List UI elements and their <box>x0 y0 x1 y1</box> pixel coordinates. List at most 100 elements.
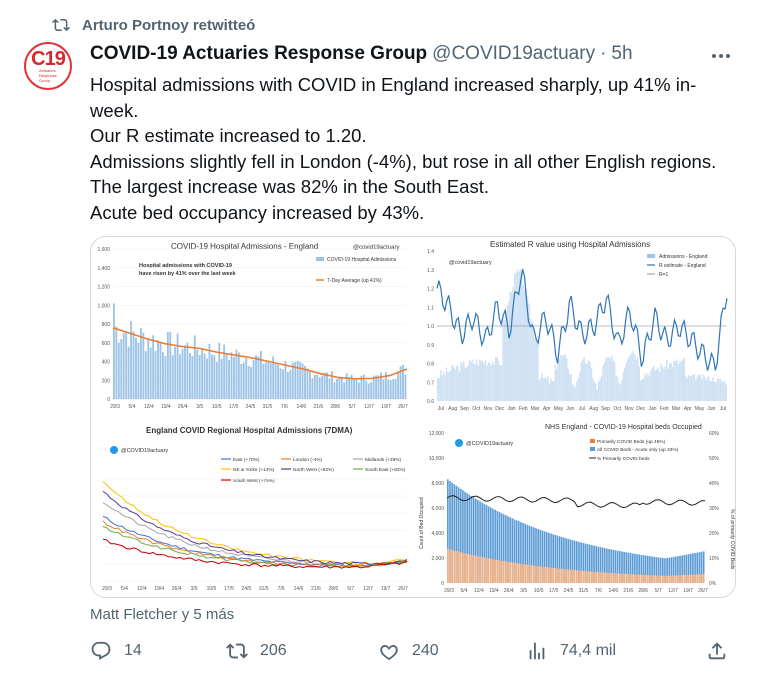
bar <box>179 354 181 399</box>
bar-all <box>535 528 537 583</box>
bar-all <box>614 550 617 583</box>
bar-primary <box>674 575 677 583</box>
retweet-indicator[interactable]: Arturo Portnoy retwitteó <box>52 16 255 34</box>
legend-entry: Midlands (+39%) <box>365 457 402 463</box>
bar-primary <box>578 570 580 583</box>
bar <box>162 352 164 399</box>
admission-bar <box>548 383 551 401</box>
bar-primary <box>631 574 634 583</box>
bar-primary <box>642 574 645 583</box>
admission-bar <box>632 351 635 401</box>
more-options-icon[interactable] <box>712 48 732 64</box>
chart-beds-occupied[interactable]: @COVID19actuary NHS England - COVID-19 H… <box>415 419 735 597</box>
chart-regional-admissions[interactable]: England COVID Regional Hospital Admissio… <box>91 419 412 597</box>
like-button[interactable]: 240 <box>378 640 439 662</box>
bar-primary <box>500 560 503 583</box>
bar <box>382 379 385 399</box>
admission-bar <box>647 372 649 401</box>
tweet-timestamp[interactable]: 5h <box>611 43 633 64</box>
tagged-users[interactable]: Matt Fletcher y 5 más <box>90 606 235 623</box>
bar-primary <box>659 575 662 583</box>
avatar[interactable]: C19 Actuaries Response Group <box>24 42 72 90</box>
bar <box>176 333 179 399</box>
author-name[interactable]: COVID-19 Actuaries Response Group <box>90 43 428 64</box>
x-tick-label: 26/7 <box>398 404 408 410</box>
bar-primary <box>487 558 490 583</box>
admission-bar <box>466 366 468 401</box>
analytics-icon <box>529 642 545 660</box>
bar-all <box>595 546 597 583</box>
series-line <box>102 502 408 567</box>
admission-bar <box>560 354 562 401</box>
bar-all <box>601 547 604 583</box>
bar-primary <box>634 574 636 583</box>
x-tick-label: 19/7 <box>381 404 391 410</box>
bar-all <box>646 555 649 583</box>
bar <box>117 342 120 399</box>
bar-all <box>485 505 488 583</box>
bar-all <box>582 542 585 583</box>
admission-bar <box>638 366 640 401</box>
admission-bar <box>661 366 664 401</box>
author-handle[interactable]: @COVID19actuary <box>432 43 596 64</box>
admission-bar <box>545 378 548 401</box>
bar-primary <box>668 575 671 583</box>
bar <box>272 356 275 399</box>
share-button[interactable] <box>706 640 728 662</box>
admission-bar <box>658 371 661 401</box>
legend-entry: R=1 <box>659 272 669 278</box>
bar-all <box>556 535 559 583</box>
bar-primary <box>636 574 638 583</box>
admission-bar <box>597 381 600 401</box>
bar-primary <box>541 566 544 583</box>
admission-bar <box>441 375 443 401</box>
x-tick-label: 26/4 <box>504 588 514 594</box>
bar-primary <box>535 565 537 583</box>
bar-all <box>634 553 636 583</box>
reply-button[interactable]: 14 <box>90 640 142 662</box>
bar-all <box>657 557 660 583</box>
chart-r-estimate[interactable]: Estimated R value using Hospital Admissi… <box>415 237 735 417</box>
admission-bar <box>519 269 522 401</box>
x-tick-label: 12/4 <box>474 588 484 594</box>
bar-all <box>490 507 492 583</box>
x-tick-label: 7/6 <box>278 586 285 592</box>
retweet-button[interactable]: 206 <box>226 640 287 662</box>
reply-icon <box>91 641 111 660</box>
admission-bar <box>667 368 669 401</box>
x-tick-label: 10/5 <box>207 586 217 592</box>
y-tick-label: 0.8 <box>427 362 434 368</box>
bar-primary <box>621 573 623 583</box>
media-grid[interactable]: COVID-19 Hospital Admissions - England @… <box>90 236 736 598</box>
bar-all <box>487 506 490 583</box>
bar-primary <box>449 549 451 583</box>
chart-hospital-admissions[interactable]: COVID-19 Hospital Admissions - England @… <box>91 237 412 417</box>
admission-bar <box>480 361 482 401</box>
bar-primary <box>511 562 514 583</box>
admission-bar <box>484 360 487 401</box>
admission-bar <box>510 292 513 401</box>
admission-bar <box>709 381 712 401</box>
bar-primary <box>702 574 705 583</box>
admission-bar <box>589 361 591 401</box>
views-button[interactable]: 74,4 mil <box>526 640 616 662</box>
x-tick-label: 12/4 <box>137 586 147 592</box>
admission-bar <box>640 380 642 401</box>
reply-count: 14 <box>124 642 142 659</box>
bar <box>313 374 316 399</box>
bar-primary <box>494 559 496 583</box>
bar-primary <box>700 574 703 583</box>
admission-bar <box>606 357 609 401</box>
bar-all <box>457 487 460 583</box>
bar <box>321 375 324 399</box>
like-count: 240 <box>412 642 439 659</box>
admission-bar <box>721 381 723 401</box>
x-tick-label: Jan <box>507 406 515 412</box>
y-tick-label: 200 <box>102 378 111 384</box>
bar-primary <box>584 571 587 583</box>
bar-all <box>500 513 503 583</box>
chart-handle: @covid19actuary <box>449 260 492 266</box>
bar-all <box>638 554 640 583</box>
bar-all <box>629 553 632 583</box>
y-tick-label: 0 <box>107 397 110 403</box>
